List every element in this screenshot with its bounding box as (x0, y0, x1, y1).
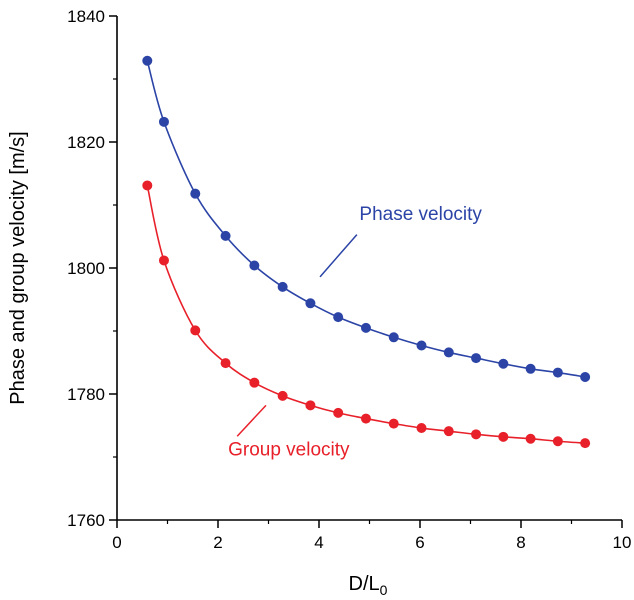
series-0-point (525, 363, 536, 374)
series-0-point (277, 281, 288, 292)
series-0-point (443, 347, 454, 358)
series-1-point (190, 325, 201, 336)
y-tick-label: 1840 (67, 7, 105, 26)
x-axis-title: D/L0 (349, 573, 388, 598)
y-tick-label: 1800 (67, 259, 105, 278)
annotation-label-0: Phase velocity (359, 204, 482, 225)
series-0-point (388, 332, 399, 343)
y-tick-label: 1760 (67, 511, 105, 530)
annotations: Phase velocity Group velocity (228, 204, 482, 461)
annotation-label-1: Group velocity (228, 440, 350, 461)
series-0-point (580, 371, 591, 382)
series-1-point (443, 426, 454, 437)
series-1-point (580, 438, 591, 449)
x-tick-label: 10 (613, 533, 632, 552)
series-0-point (190, 188, 201, 199)
x-tick-label: 0 (112, 533, 121, 552)
annotation-leader-line (236, 404, 267, 437)
series-0-point (305, 298, 316, 309)
series-1-point (498, 431, 509, 442)
x-tick-label: 2 (213, 533, 222, 552)
series-0-point (360, 322, 371, 333)
series-1-point (142, 180, 153, 191)
x-tick-label: 4 (314, 533, 323, 552)
series-1-point (525, 433, 536, 444)
x-axis-title-subscript: 0 (380, 582, 388, 598)
series-1-point (333, 407, 344, 418)
series-0-point (249, 260, 260, 271)
y-tick-label: 1780 (67, 385, 105, 404)
x-tick-label: 6 (415, 533, 424, 552)
series-0-point (142, 55, 153, 66)
annotation-leader-line (319, 234, 358, 278)
series-0-point (498, 358, 509, 369)
x-axis-title-main: D/L (349, 573, 380, 595)
x-tick-label: 8 (516, 533, 525, 552)
series-0-point (158, 116, 169, 127)
series-1-point (552, 436, 563, 447)
series-1-point (277, 390, 288, 401)
series-1-point (471, 429, 482, 440)
axes: 0 2 4 6 8 10 1760 1780 1800 1820 1840 (67, 7, 631, 552)
y-tick-label: 1820 (67, 133, 105, 152)
series-0-point (471, 353, 482, 364)
series-1-point (416, 423, 427, 434)
series-1-point (249, 377, 260, 388)
series-1-point (305, 400, 316, 411)
y-axis-title: Phase and group velocity [m/s] (7, 131, 29, 404)
series-1-point (360, 413, 371, 424)
series-0-point (220, 230, 231, 241)
series-0-point (552, 367, 563, 378)
data-points (142, 55, 591, 449)
series-0-point (333, 312, 344, 323)
fit-curves (146, 60, 586, 444)
series-1-point (158, 255, 169, 266)
series-0-point (416, 340, 427, 351)
series-1-point (388, 418, 399, 429)
series-1-point (220, 358, 231, 369)
